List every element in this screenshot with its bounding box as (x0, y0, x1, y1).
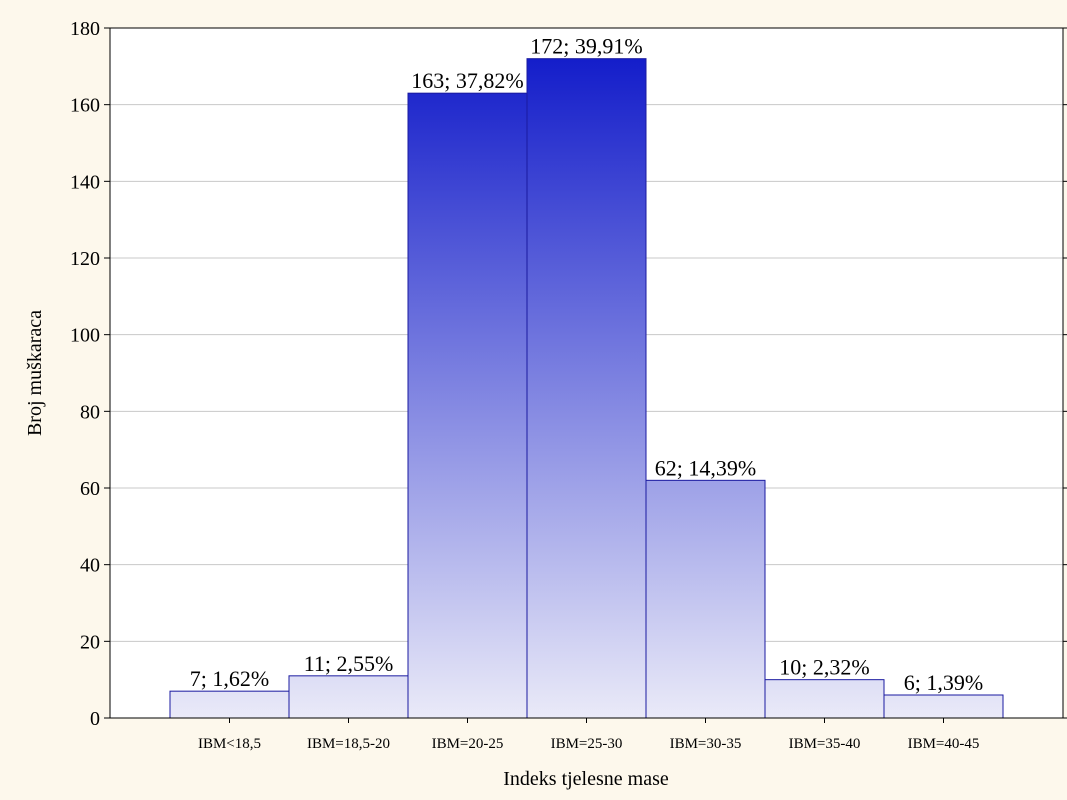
bar (883, 694, 1004, 719)
bar (764, 679, 885, 719)
x-tick-label: IBM=20-25 (432, 736, 504, 752)
x-tick-label: IBM=40-45 (908, 736, 980, 752)
y-tick-label: 0 (90, 708, 100, 730)
data-label: 6; 1,39% (904, 670, 983, 695)
bar (526, 58, 647, 719)
data-label: 163; 37,82% (411, 68, 523, 93)
x-tick-label: IBM=30-35 (670, 736, 742, 752)
y-tick-label: 60 (80, 478, 100, 500)
y-tick-label: 100 (70, 325, 100, 347)
y-tick-label: 120 (70, 248, 100, 270)
data-label: 172; 39,91% (530, 34, 642, 59)
data-label: 10; 2,32% (779, 655, 869, 680)
bar (169, 690, 290, 719)
x-tick-label: IBM=35-40 (789, 736, 861, 752)
x-tick-label: IBM=18,5-20 (307, 736, 390, 752)
bar (645, 479, 766, 719)
data-labels: 7; 1,62% 11; 2,55% 163; 37,82% 172; 39,91% 6… (190, 34, 983, 695)
y-tick-label: 140 (70, 171, 100, 193)
y-axis-ticks: 0 20 40 60 80 100 120 140 160 180 (70, 18, 1067, 730)
data-label: 11; 2,55% (304, 651, 394, 676)
x-axis-title: Indeks tjelesne mase (503, 768, 669, 790)
y-tick-label: 160 (70, 95, 100, 117)
y-axis-title: Broj muškaraca (24, 310, 46, 436)
data-label: 7; 1,62% (190, 666, 269, 691)
y-tick-label: 20 (80, 631, 100, 653)
bars (169, 58, 1004, 719)
y-tick-label: 80 (80, 401, 100, 423)
y-tick-label: 40 (80, 555, 100, 577)
x-tick-label: IBM<18,5 (198, 736, 261, 752)
y-tick-label: 180 (70, 18, 100, 40)
data-label: 62; 14,39% (655, 455, 756, 480)
x-axis-ticks: IBM<18,5 IBM=18,5-20 IBM=20-25 IBM=25-30 IBM… (198, 718, 979, 752)
bar (407, 92, 528, 719)
bar (288, 675, 409, 719)
x-tick-label: IBM=25-30 (551, 736, 623, 752)
